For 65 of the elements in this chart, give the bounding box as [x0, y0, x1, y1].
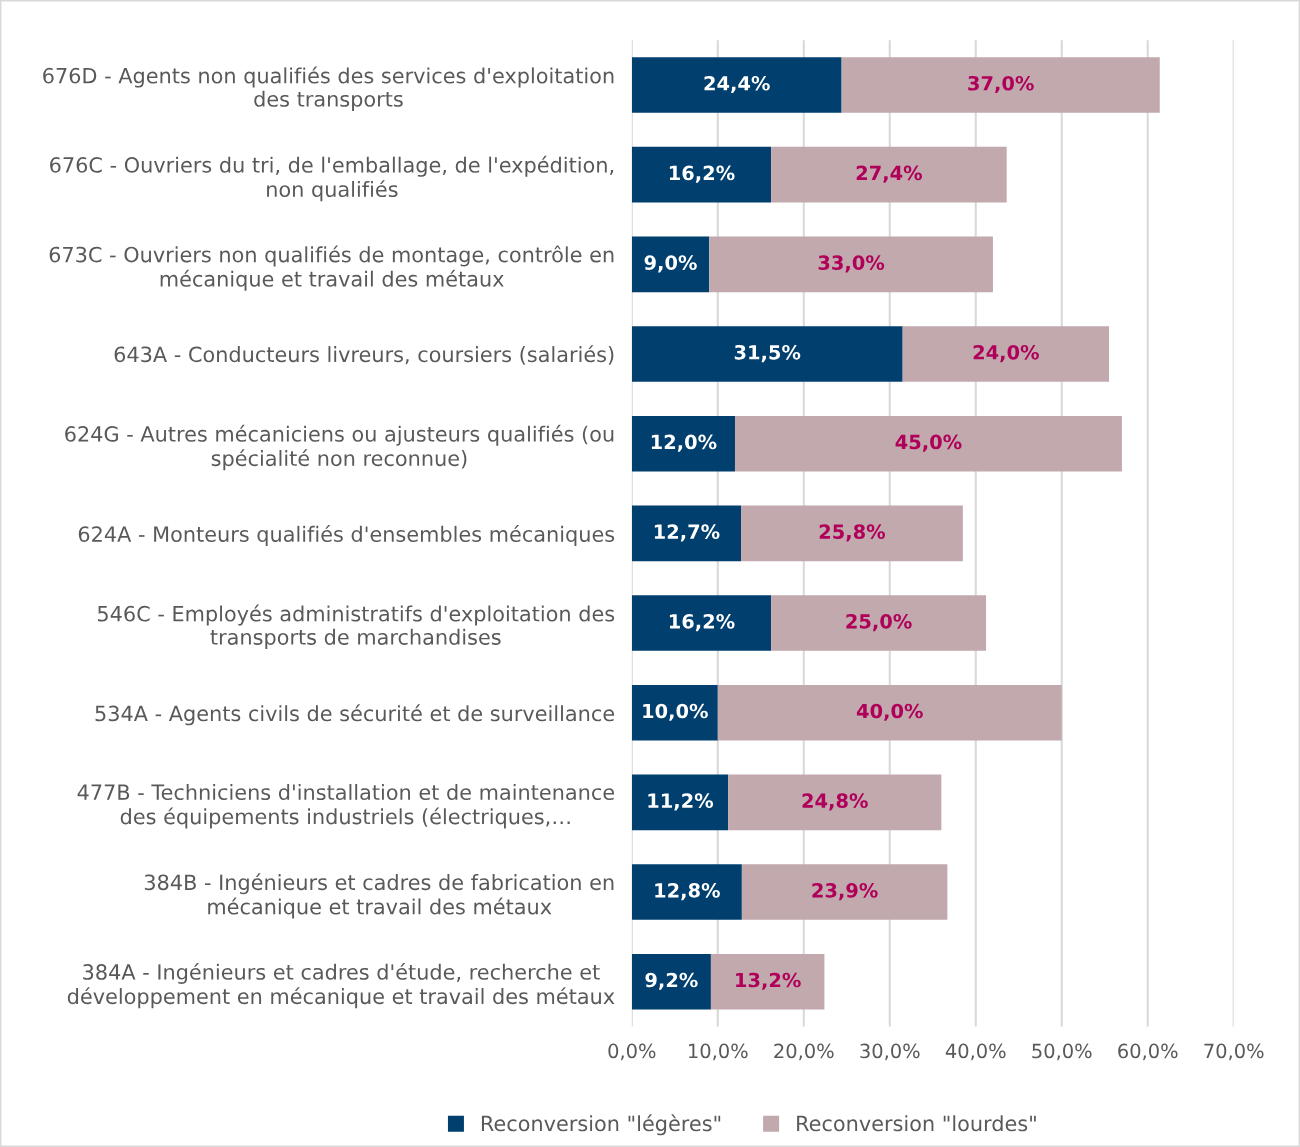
- bar: [741, 505, 963, 562]
- y-tick-label: 673C - Ouvriers non qualifiés de montage, contrôle en mécanique et travail des métaux: [49, 245, 614, 291]
- data-label: 24,0%: [973, 344, 1039, 363]
- y-tick-label: 477B - Techniciens d'installation et de maintenance des équipements industriels (électriques,…: [77, 783, 615, 829]
- bar: [771, 146, 1007, 203]
- data-label: 27,4%: [856, 165, 923, 183]
- bar: [841, 57, 1160, 113]
- bar: [631, 326, 903, 382]
- bar: [631, 595, 772, 651]
- bar: [728, 774, 942, 831]
- data-label: 12,7%: [654, 524, 720, 542]
- bar: [631, 415, 735, 472]
- x-tick-label: 0,0%: [608, 1043, 656, 1061]
- data-label: 31,5%: [734, 344, 801, 363]
- legend-label: Reconversion "lourdes": [797, 1115, 1036, 1132]
- y-tick-label: 384A - Ingénieurs et cadres d'étude, recherche et développement en mécanique et travail des métaux: [67, 962, 615, 1009]
- bar: [709, 236, 993, 293]
- data-label: 12,8%: [655, 882, 720, 901]
- y-tick-label: 384B - Ingénieurs et cadres de fabrication en mécanique et travail des métaux: [144, 873, 614, 919]
- y-tick-label: 546C - Employés administratifs d'exploitation des transports de marchandises: [98, 604, 615, 649]
- data-label: 33,0%: [818, 255, 885, 273]
- data-label: 11,2%: [648, 793, 714, 811]
- data-label: 9,0%: [644, 255, 697, 273]
- x-tick-label: 20,0%: [774, 1043, 834, 1061]
- bar: [631, 684, 718, 741]
- data-label: 13,2%: [736, 972, 801, 990]
- y-tick-label: 624A - Monteurs qualifiés d'ensembles mécaniques: [78, 525, 615, 547]
- data-label: 16,2%: [669, 613, 735, 632]
- bar: [631, 774, 729, 831]
- x-tick-label: 10,0%: [689, 1043, 748, 1061]
- data-label: 37,0%: [968, 75, 1034, 94]
- y-tick-label: 676D - Agents non qualifiés des services d'exploitation des transports: [43, 66, 614, 111]
- data-label: 10,0%: [643, 703, 708, 721]
- data-label: 24,4%: [704, 75, 770, 94]
- x-tick-label: 60,0%: [1118, 1043, 1178, 1061]
- bar: [734, 415, 1122, 472]
- bar: [710, 953, 825, 1010]
- data-label: 25,8%: [819, 524, 886, 542]
- bar: [631, 505, 741, 562]
- y-tick-label: 534A - Agents civils de sécurité et de surveillance: [95, 704, 615, 726]
- x-tick-label: 30,0%: [860, 1043, 920, 1061]
- x-tick-label: 40,0%: [945, 1043, 1006, 1061]
- bar: [631, 57, 842, 113]
- bar: [631, 953, 711, 1010]
- bar: [771, 595, 987, 651]
- data-label: 40,0%: [856, 703, 923, 721]
- y-tick-label: 624G - Autres mécaniciens ou ajusteurs qualifiés (ou spécialité non reconnue): [65, 424, 614, 471]
- data-label: 25,0%: [846, 613, 912, 632]
- data-label: 24,8%: [802, 793, 868, 811]
- bar: [631, 236, 710, 293]
- bar: [717, 684, 1062, 741]
- y-tick-label: 643A - Conducteurs livreurs, coursiers (salariés): [114, 345, 614, 365]
- data-label: 45,0%: [895, 434, 962, 452]
- x-tick-label: 50,0%: [1032, 1043, 1092, 1061]
- data-label: 9,2%: [645, 972, 698, 990]
- data-label: 16,2%: [669, 165, 735, 183]
- data-label: 12,0%: [651, 434, 717, 452]
- x-tick-label: 70,0%: [1204, 1043, 1264, 1061]
- bar: [741, 864, 948, 920]
- legend-label: Reconversion "légères": [481, 1114, 721, 1136]
- y-tick-label: 676C - Ouvriers du tri, de l'emballage, de l'expédition, non qualifiés: [50, 155, 614, 202]
- bar: [631, 864, 742, 920]
- data-label: 23,9%: [812, 882, 878, 901]
- bar: [631, 146, 772, 203]
- bar: [902, 326, 1110, 382]
